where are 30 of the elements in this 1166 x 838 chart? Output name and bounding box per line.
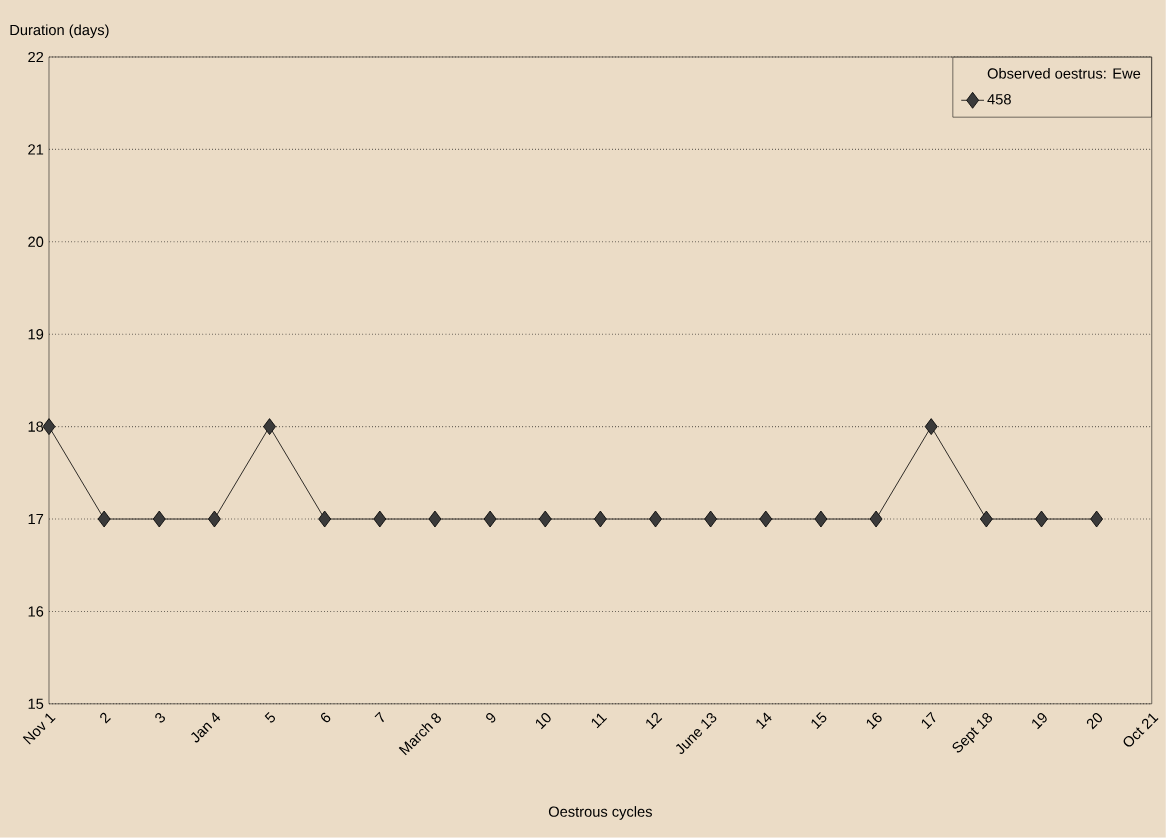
- y-tick-label: 19: [28, 329, 44, 340]
- x-tick-label: Nov 1: [22, 713, 56, 745]
- legend-label: 458: [987, 94, 1011, 105]
- x-tick-label: 6: [321, 712, 331, 723]
- x-tick-label: 17: [921, 711, 936, 730]
- x-tick-label: 15: [811, 712, 827, 730]
- x-tick-label: 14: [756, 712, 772, 730]
- x-tick-label: Jan 4: [191, 712, 221, 743]
- x-tick-label: 10: [535, 713, 551, 730]
- y-tick-label: 16: [28, 606, 44, 617]
- y-tick-label: 17: [28, 514, 44, 525]
- x-axis-title: Oestrous cycles: [548, 806, 652, 820]
- x-tick-label: 11: [591, 713, 608, 729]
- y-tick-label: 20: [28, 236, 44, 248]
- x-tick-label: 12: [646, 712, 663, 730]
- x-tick-label: 7: [374, 711, 384, 723]
- legend-title: Observed oestrus: Ewe: [987, 68, 1141, 79]
- x-tick-label: 9: [486, 713, 496, 723]
- x-tick-label: 2: [100, 712, 111, 724]
- y-tick-label: 21: [28, 144, 44, 155]
- x-tick-label: 20: [1086, 713, 1103, 730]
- y-tick-label: 18: [28, 421, 44, 432]
- x-tick-label: Oct 21: [1123, 713, 1159, 747]
- y-axis-title: Duration (days): [10, 24, 109, 39]
- x-tick-label: 3: [155, 712, 165, 723]
- x-tick-label: 19: [1032, 713, 1047, 730]
- x-tick-label: 5: [264, 712, 276, 723]
- y-tick-label: 15: [28, 698, 44, 710]
- x-tick-label: 16: [866, 712, 882, 730]
- y-tick-label: 22: [28, 51, 44, 63]
